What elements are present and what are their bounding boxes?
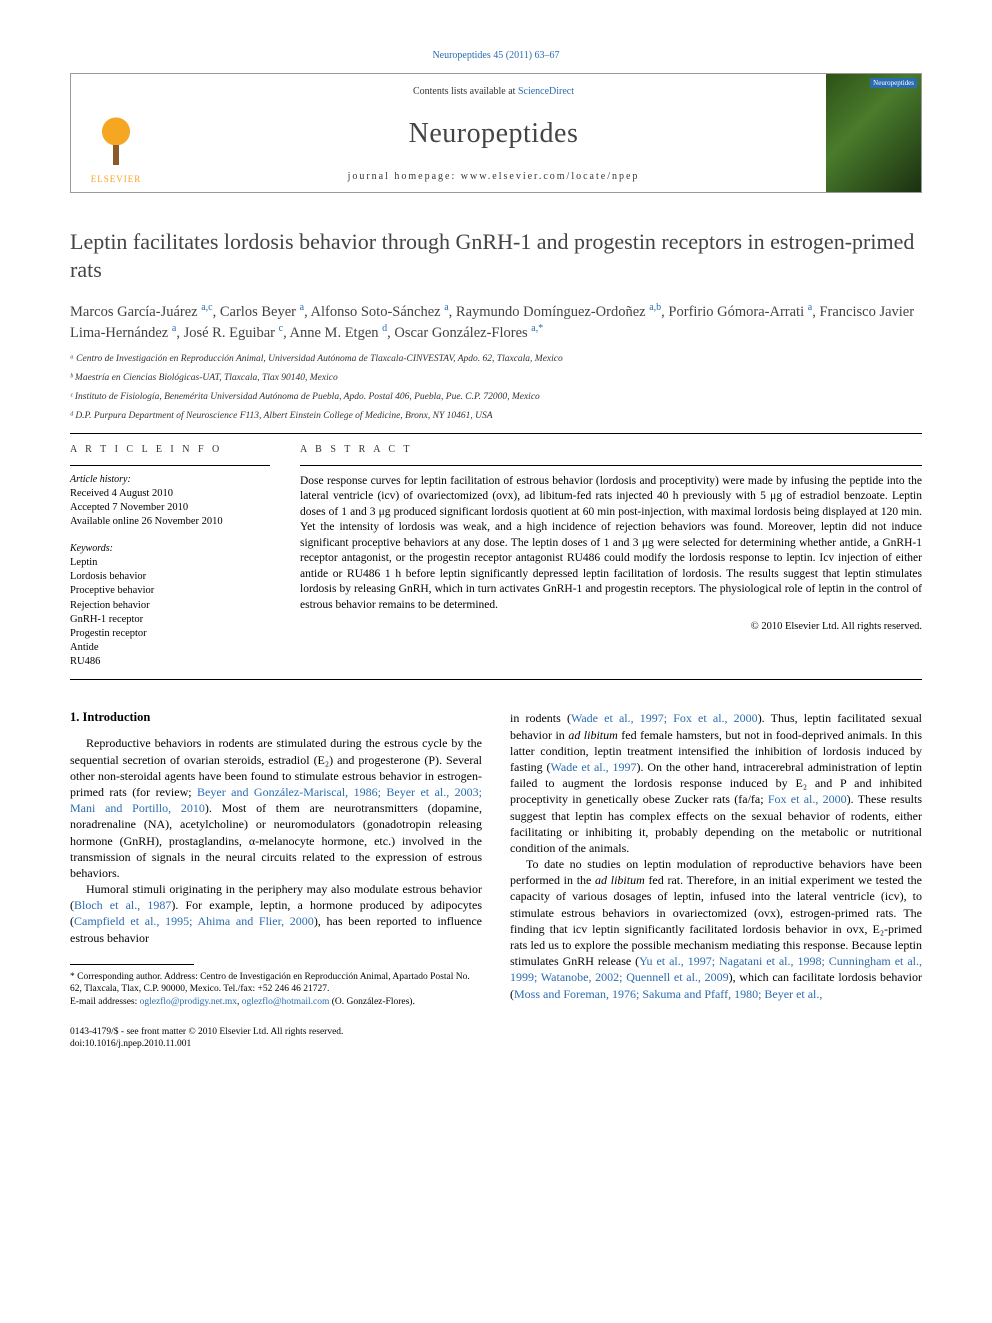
intro-heading: 1. Introduction xyxy=(70,710,482,725)
intro-p3: in rodents (Wade et al., 1997; Fox et al… xyxy=(510,710,922,856)
email-label: E-mail addresses: xyxy=(70,997,140,1007)
article-title: Leptin facilitates lordosis behavior thr… xyxy=(70,228,922,283)
p3-ref3[interactable]: Fox et al., 2000 xyxy=(768,792,847,806)
banner-center: Contents lists available at ScienceDirec… xyxy=(161,74,826,192)
history-item: Available online 26 November 2010 xyxy=(70,515,270,529)
abstract-subrule xyxy=(300,465,922,466)
history-label: Article history: xyxy=(70,474,270,485)
publisher-logo-block: ELSEVIER xyxy=(71,74,161,192)
abstract-copyright: © 2010 Elsevier Ltd. All rights reserved… xyxy=(300,621,922,632)
abstract-label: A B S T R A C T xyxy=(300,444,922,455)
elsevier-tree-icon xyxy=(91,115,141,170)
abstract-text: Dose response curves for leptin facilita… xyxy=(300,474,922,614)
sciencedirect-link[interactable]: ScienceDirect xyxy=(518,86,574,97)
affiliations-block: ᵃ Centro de Investigación en Reproducció… xyxy=(70,353,922,422)
keyword-item: RU486 xyxy=(70,655,270,669)
affiliation-line: ᵇ Maestría en Ciencias Biológicas-UAT, T… xyxy=(70,372,922,385)
contents-prefix: Contents lists available at xyxy=(413,86,518,97)
homepage-line: journal homepage: www.elsevier.com/locat… xyxy=(161,171,826,182)
history-item: Received 4 August 2010 xyxy=(70,487,270,501)
footnote-rule xyxy=(70,964,194,965)
footer-line1: 0143-4179/$ - see front matter © 2010 El… xyxy=(70,1026,922,1038)
intro-p1: Reproductive behaviors in rodents are st… xyxy=(70,735,482,881)
cover-label: Neuropeptides xyxy=(870,78,917,88)
email-post: (O. González-Flores). xyxy=(329,997,414,1007)
keyword-item: Antide xyxy=(70,641,270,655)
keywords-list: LeptinLordosis behaviorProceptive behavi… xyxy=(70,556,270,669)
p2-ref2[interactable]: Campfield et al., 1995; Ahima and Flier,… xyxy=(74,914,314,928)
history-list: Received 4 August 2010Accepted 7 Novembe… xyxy=(70,487,270,530)
affiliation-line: ᵃ Centro de Investigación en Reproducció… xyxy=(70,353,922,366)
header-citation: Neuropeptides 45 (2011) 63–67 xyxy=(70,50,922,61)
homepage-prefix: journal homepage: xyxy=(348,171,461,182)
p4-em1: ad libitum xyxy=(595,873,645,887)
homepage-url[interactable]: www.elsevier.com/locate/npep xyxy=(461,171,640,182)
keyword-item: Leptin xyxy=(70,556,270,570)
email-2[interactable]: oglezflo@hotmail.com xyxy=(242,997,330,1007)
keyword-item: GnRH-1 receptor xyxy=(70,613,270,627)
affiliation-line: ᶜ Instituto de Fisiología, Benemérita Un… xyxy=(70,391,922,404)
page-container: Neuropeptides 45 (2011) 63–67 ELSEVIER C… xyxy=(0,0,992,1091)
affiliation-line: ᵈ D.P. Purpura Department of Neuroscienc… xyxy=(70,410,922,423)
keyword-item: Proceptive behavior xyxy=(70,584,270,598)
info-subrule xyxy=(70,465,270,466)
publisher-label: ELSEVIER xyxy=(91,174,142,184)
body-columns: 1. Introduction Reproductive behaviors i… xyxy=(70,710,922,1007)
article-info-label: A R T I C L E I N F O xyxy=(70,444,270,455)
body-column-left: 1. Introduction Reproductive behaviors i… xyxy=(70,710,482,1007)
p4-ref2[interactable]: Moss and Foreman, 1976; Sakuma and Pfaff… xyxy=(514,987,822,1001)
keyword-item: Progestin receptor xyxy=(70,627,270,641)
abstract-column: A B S T R A C T Dose response curves for… xyxy=(300,444,922,670)
p3-ref2[interactable]: Wade et al., 1997 xyxy=(551,760,637,774)
history-item: Accepted 7 November 2010 xyxy=(70,501,270,515)
rule-above-info xyxy=(70,433,922,434)
p3-em1: ad libitum xyxy=(568,728,618,742)
keyword-item: Lordosis behavior xyxy=(70,570,270,584)
author-list: Marcos García-Juárez a,c, Carlos Beyer a… xyxy=(70,301,922,343)
journal-name: Neuropeptides xyxy=(161,118,826,150)
body-column-right: in rodents (Wade et al., 1997; Fox et al… xyxy=(510,710,922,1007)
intro-p4: To date no studies on leptin modulation … xyxy=(510,856,922,1002)
rule-below-abstract xyxy=(70,679,922,680)
email-1[interactable]: oglezflo@prodigy.net.mx xyxy=(140,997,237,1007)
corresponding-text: * Corresponding author. Address: Centro … xyxy=(70,971,482,996)
p2-ref1[interactable]: Bloch et al., 1987 xyxy=(74,898,171,912)
keyword-item: Rejection behavior xyxy=(70,599,270,613)
keywords-label: Keywords: xyxy=(70,543,270,554)
footer-line2: doi:10.1016/j.npep.2010.11.001 xyxy=(70,1038,922,1050)
corresponding-footnote: * Corresponding author. Address: Centro … xyxy=(70,971,482,1008)
p3-pre: in rodents ( xyxy=(510,711,571,725)
p3-ref1[interactable]: Wade et al., 1997; Fox et al., 2000 xyxy=(571,711,758,725)
journal-banner: ELSEVIER Contents lists available at Sci… xyxy=(70,73,922,193)
intro-p2: Humoral stimuli originating in the perip… xyxy=(70,881,482,946)
page-footer: 0143-4179/$ - see front matter © 2010 El… xyxy=(70,1026,922,1051)
article-info-column: A R T I C L E I N F O Article history: R… xyxy=(70,444,270,670)
info-abstract-row: A R T I C L E I N F O Article history: R… xyxy=(70,444,922,670)
contents-line: Contents lists available at ScienceDirec… xyxy=(161,86,826,97)
email-line: E-mail addresses: oglezflo@prodigy.net.m… xyxy=(70,996,482,1008)
journal-cover-thumb: Neuropeptides xyxy=(826,74,921,192)
citation-text: Neuropeptides 45 (2011) 63–67 xyxy=(432,50,559,61)
